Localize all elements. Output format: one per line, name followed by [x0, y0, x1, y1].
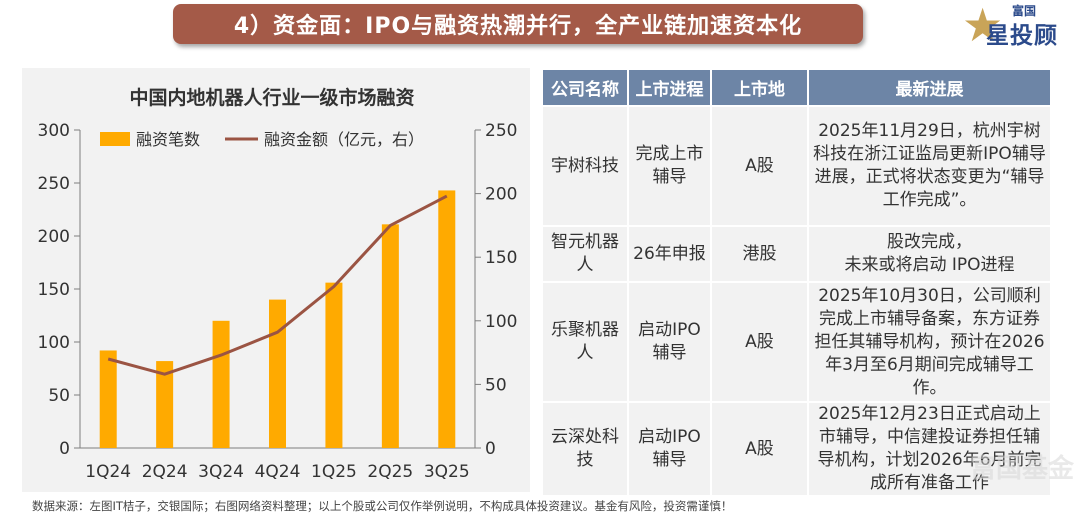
bar-4Q24 [269, 299, 286, 448]
x-tick-label: 1Q24 [85, 462, 131, 482]
progress-cell: 股改完成， 未来或将启动 IPO进程 [807, 225, 1052, 283]
legend-bar-swatch [100, 132, 130, 146]
table-row: 乐聚机器人 启动IPO辅导 A股 2025年10月30日，公司顺利完成上市辅导备… [541, 281, 1052, 403]
star-icon: ★ [962, 0, 1004, 52]
funding-amount-line [107, 194, 448, 376]
market-cell: A股 [710, 105, 809, 227]
x-tick-label: 3Q25 [424, 462, 470, 482]
header-market: 上市地 [710, 68, 809, 107]
table-row: 云深处科技 启动IPO辅导 A股 2025年12月23日正式启动上市辅导，中信建… [541, 401, 1052, 497]
right-tick-label: 150 [485, 248, 517, 268]
company-cell: 乐聚机器人 [541, 281, 629, 403]
header-stage: 上市进程 [627, 68, 712, 107]
x-tick-label: 2Q24 [142, 462, 188, 482]
right-tick-label: 100 [485, 312, 517, 332]
bar-1Q25 [325, 282, 343, 448]
stage-cell: 26年申报 [627, 225, 712, 283]
right-tick-label: 50 [485, 375, 507, 395]
right-tick-label: 250 [485, 121, 517, 141]
table-header-row: 公司名称 上市进程 上市地 最新进展 [541, 68, 1052, 107]
stage-cell: 完成上市辅导 [627, 105, 712, 227]
right-tick-label: 200 [485, 185, 517, 205]
chart-panel: 中国内地机器人行业一级市场融资 融资笔数 融资金额（亿元，右） 0 50 100 15… [22, 68, 530, 492]
ipo-table-container: 公司名称 上市进程 上市地 最新进展 宇树科技 完成上市辅导 A股 2025年1… [541, 68, 1052, 497]
page-title-banner: 4）资金面：IPO与融资热潮并行，全产业链加速资本化 [173, 4, 863, 44]
bar-3Q25 [438, 190, 456, 449]
x-tick-label: 4Q24 [255, 462, 301, 482]
left-tick-label: 300 [38, 121, 70, 141]
market-cell: A股 [710, 281, 809, 403]
bar-3Q24 [212, 320, 230, 448]
right-tick-label: 0 [485, 439, 496, 459]
stage-cell: 启动IPO辅导 [627, 401, 712, 497]
market-cell: 港股 [710, 225, 809, 283]
x-tick-label: 2Q25 [367, 462, 413, 482]
company-cell: 云深处科技 [541, 401, 629, 497]
bar-2Q25 [381, 224, 399, 448]
bar-1Q24 [99, 350, 117, 448]
left-tick-label: 50 [48, 386, 70, 406]
page-title: 4）资金面：IPO与融资热潮并行，全产业链加速资本化 [233, 14, 803, 39]
header-company: 公司名称 [541, 68, 629, 107]
stage-cell: 启动IPO辅导 [627, 281, 712, 403]
left-tick-label: 100 [38, 333, 70, 353]
market-cell: A股 [710, 401, 809, 497]
progress-cell: 2025年11月29日，杭州宇树科技在浙江证监局更新IPO辅导进展，正式将状态变… [807, 105, 1052, 227]
company-cell: 智元机器人 [541, 225, 629, 283]
legend-bar-label: 融资笔数 [136, 130, 200, 149]
brand-logo: ★ 富国 星投顾 [962, 2, 1072, 52]
left-tick-label: 0 [59, 439, 70, 459]
table-row: 宇树科技 完成上市辅导 A股 2025年11月29日，杭州宇树科技在浙江证监局更… [541, 105, 1052, 227]
chart-title: 中国内地机器人行业一级市场融资 [129, 86, 414, 109]
left-tick-label: 250 [38, 174, 70, 194]
progress-cell: 2025年10月30日，公司顺利完成上市辅导备案，东方证券担任其辅导机构，预计在… [807, 281, 1052, 403]
progress-cell: 2025年12月23日正式启动上市辅导，中信建投证券担任辅导机构，计划2026年… [807, 401, 1052, 497]
logo-main-text: 星投顾 [986, 23, 1058, 49]
table-row: 智元机器人 26年申报 港股 股改完成， 未来或将启动 IPO进程 [541, 225, 1052, 283]
funding-chart: 中国内地机器人行业一级市场融资 融资笔数 融资金额（亿元，右） 0 50 100 15… [38, 86, 518, 482]
x-tick-label: 3Q24 [198, 462, 244, 482]
ipo-progress-table: 公司名称 上市进程 上市地 最新进展 宇树科技 完成上市辅导 A股 2025年1… [541, 68, 1052, 497]
x-tick-label: 1Q25 [311, 462, 357, 482]
source-footnote: 数据来源：左图IT桔子，交银国际；右图网络资料整理；以上个股或公司仅作举例说明，… [32, 499, 733, 513]
company-cell: 宇树科技 [541, 105, 629, 227]
watermark: 富国基金 [970, 454, 1075, 484]
left-tick-label: 150 [38, 280, 70, 300]
left-tick-label: 200 [38, 227, 70, 247]
header-progress: 最新进展 [807, 68, 1052, 107]
logo-top-text: 富国 [1012, 4, 1037, 18]
legend-line-label: 融资金额（亿元，右） [264, 130, 424, 149]
bar-2Q24 [156, 361, 174, 448]
